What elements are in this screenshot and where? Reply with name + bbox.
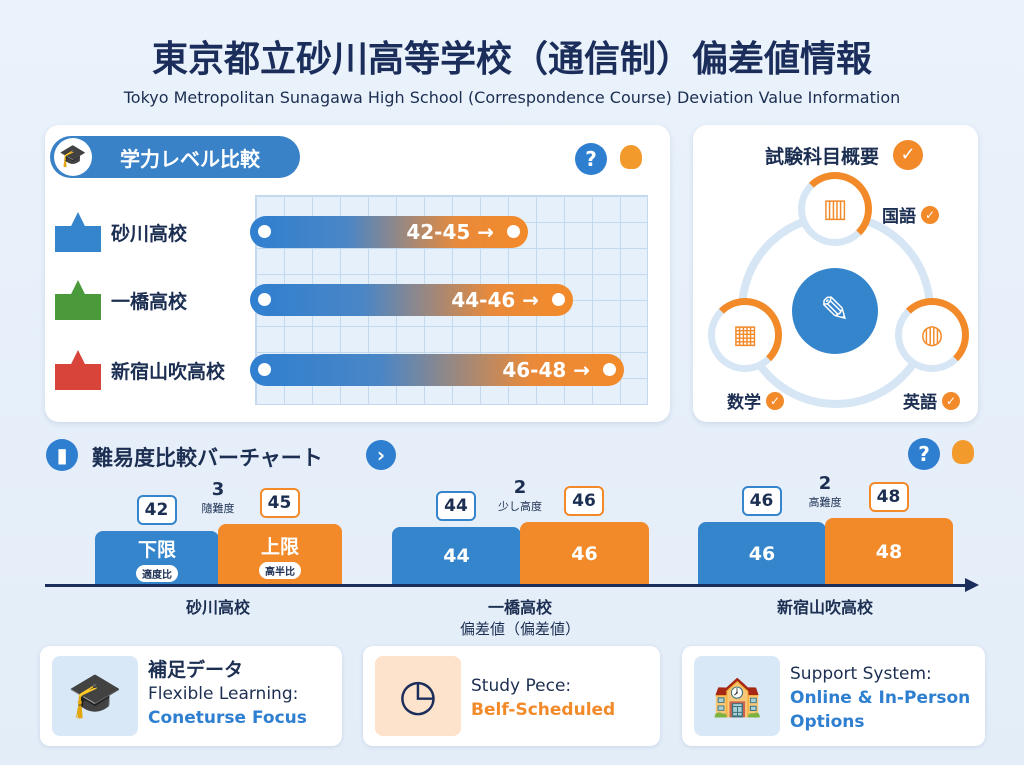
difficulty-title: 難易度比較バーチャート — [92, 446, 323, 470]
card-supplementary: 🎓 補足データ Flexible Learning: Coneturse Focus — [40, 646, 342, 746]
card-line: Support System: — [790, 664, 932, 684]
card-line: Study Pece: — [471, 676, 572, 696]
difference-label: 3 隨難度 — [178, 479, 258, 516]
bar-tag: 適度比 — [136, 565, 178, 582]
category-label: 新宿山吹高校 — [776, 598, 873, 617]
subject-label: 数学 — [727, 393, 761, 413]
difference-text: 少し高度 — [498, 500, 542, 514]
subject-english: 英語 ✓ — [903, 388, 960, 413]
x-axis — [45, 584, 970, 587]
page-title: 東京都立砂川高等学校（通信制）偏差値情報 — [151, 39, 872, 80]
range-bar: 46-48 → — [250, 354, 624, 386]
category-label: 一橋高校 — [487, 598, 552, 617]
subject-label: 国語 — [882, 207, 916, 227]
school-row-shinjuku: 新宿山吹高校 — [55, 350, 225, 390]
level-compare-header: 学力レベル比較 — [50, 136, 300, 178]
check-icon: ✓ — [921, 205, 939, 224]
range-label: 44-46 → — [451, 288, 539, 312]
subject-label: 英語 — [903, 393, 937, 413]
difference-label: 2 高難度 — [785, 473, 865, 510]
document-pen-icon: ✎ — [792, 268, 878, 354]
calculator-icon: ▦ — [708, 298, 782, 372]
card-line: Flexible Learning: — [148, 684, 299, 704]
lower-bar: 46 — [698, 522, 826, 586]
axis-arrow-icon — [965, 578, 979, 592]
subjects-header: 試験科目概要 ✓ — [765, 140, 924, 170]
school-row-sunagawa: 砂川高校 — [55, 212, 187, 252]
level-compare-title: 学力レベル比較 — [120, 146, 260, 171]
upper-bar: 48 — [825, 517, 953, 586]
value-callout: 45 — [259, 488, 300, 519]
globe-icon: ◍ — [895, 298, 969, 372]
school-name: 一橋高校 — [111, 290, 188, 313]
difference-value: 3 — [211, 479, 225, 501]
lightbulb-icon — [952, 440, 974, 464]
x-axis-label: 偏差値（偏差値） — [459, 620, 580, 638]
card-highlight: Online & In-Person — [790, 688, 971, 708]
lightbulb-icon — [620, 145, 642, 169]
clock-calendar-icon: ◷ — [375, 656, 461, 736]
bar-label: 46 — [571, 543, 598, 566]
bar-label: 上限 — [260, 535, 299, 558]
bar-label: 下限 — [137, 539, 176, 561]
bar-tag: 高半比 — [259, 561, 301, 579]
value-callout: 46 — [741, 486, 782, 517]
card-study-pace: ◷ Study Pece: Belf-Scheduled — [363, 646, 660, 746]
range-label: 42-45 → — [406, 220, 494, 244]
school-name: 新宿山吹高校 — [111, 360, 226, 383]
card-title: 補足データ — [148, 659, 244, 681]
card-support: 🏫 Support System: Online & In-Person Optio… — [682, 646, 985, 746]
bar-label: 44 — [443, 545, 470, 568]
check-icon: ✓ — [942, 391, 960, 410]
question-icon[interactable]: ? — [908, 438, 940, 470]
book-icon: ▥ — [798, 172, 872, 246]
range-bar: 44-46 → — [250, 284, 573, 316]
lower-bar: 下限 適度比 — [95, 531, 219, 586]
upper-bar: 46 — [520, 522, 649, 586]
subjects-title: 試験科目概要 — [765, 145, 880, 168]
upper-bar: 上限 高半比 — [218, 524, 342, 586]
bar-label: 48 — [875, 540, 903, 563]
page-subtitle: Tokyo Metropolitan Sunagawa High School … — [123, 88, 901, 107]
school-computer-icon: 🏫 — [694, 656, 780, 736]
difficulty-chart: 下限 適度比 42 上限 高半比 45 3 隨難度 砂川高校 44 44 46 46 2 少し高度 一橋高校 4… — [95, 473, 953, 617]
difference-label: 2 少し高度 — [480, 477, 560, 514]
range-bar: 42-45 → — [250, 216, 528, 248]
value-callout: 48 — [868, 481, 909, 512]
question-icon[interactable]: ? — [575, 143, 607, 175]
bar-label: 46 — [748, 543, 776, 566]
difference-value: 2 — [818, 472, 832, 494]
book-cap-icon: 🎓 — [54, 138, 92, 176]
card-highlight: Options — [790, 712, 865, 732]
school-name: 砂川高校 — [111, 222, 188, 245]
subject-math: 数学 ✓ — [727, 388, 784, 413]
card-highlight: Belf-Scheduled — [471, 700, 616, 720]
chevron-right-icon[interactable]: › — [366, 440, 396, 470]
subject-japanese: 国語 ✓ — [882, 202, 939, 227]
school-row-hitotsubashi: 一橋高校 — [55, 280, 187, 320]
check-icon: ✓ — [766, 391, 784, 410]
category-label: 砂川高校 — [185, 598, 250, 617]
range-label: 46-48 → — [502, 358, 590, 382]
difference-text: 高難度 — [808, 495, 842, 509]
bar-chart-icon: ▮ — [46, 439, 78, 471]
card-highlight: Coneturse Focus — [148, 708, 307, 728]
value-callout: 46 — [564, 486, 604, 517]
value-callout: 42 — [136, 495, 177, 525]
value-callout: 44 — [436, 490, 476, 521]
check-icon: ✓ — [893, 140, 924, 170]
lower-bar: 44 — [392, 526, 521, 586]
graduate-icon: 🎓 — [52, 656, 138, 736]
difference-text: 隨難度 — [201, 502, 235, 516]
difference-value: 2 — [513, 477, 527, 499]
